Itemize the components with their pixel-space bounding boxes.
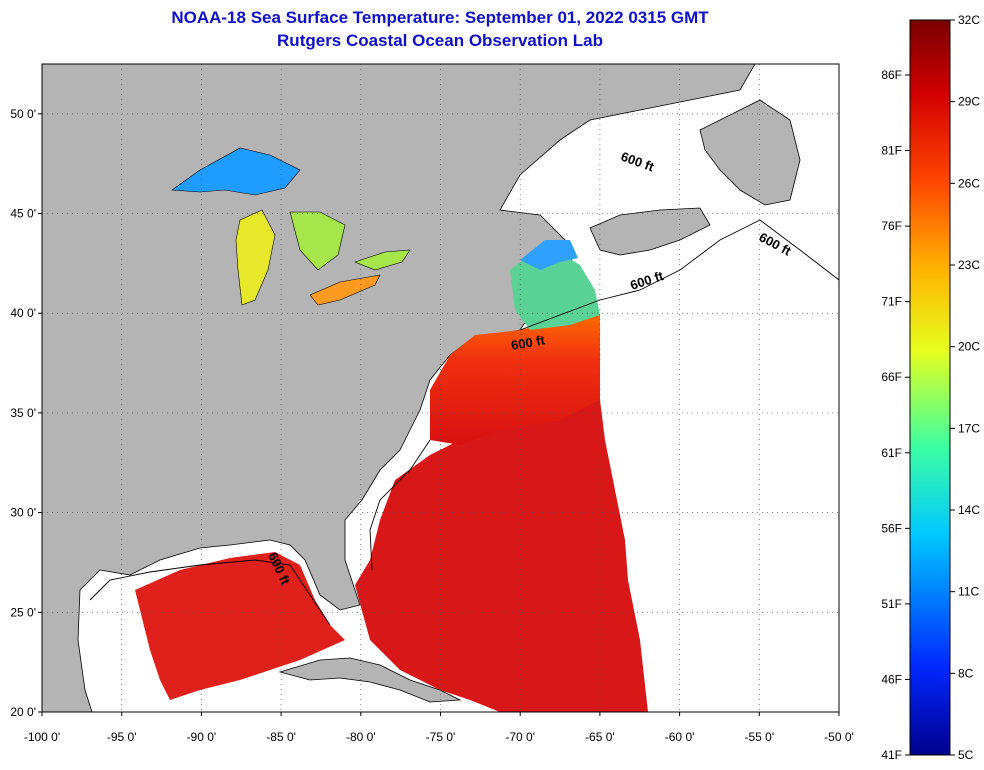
colorbar-celsius-label: 23C xyxy=(958,258,980,272)
lon-tick-label: -50 0' xyxy=(824,730,854,744)
map-title: NOAA-18 Sea Surface Temperature: Septemb… xyxy=(171,8,709,27)
colorbar-fahrenheit-label: 76F xyxy=(881,219,902,233)
colorbar-fahrenheit-label: 56F xyxy=(881,521,902,535)
contour-label: 600 ft xyxy=(510,332,547,353)
lake-erie xyxy=(309,274,381,306)
lon-tick-label: -100 0' xyxy=(24,730,60,744)
land-mass xyxy=(42,64,756,712)
lon-tick-label: -65 0' xyxy=(585,730,615,744)
axes: 20 0' 25 0' 30 0' 35 0' 40 0' 45 0' 50 0' -100 … xyxy=(10,107,853,744)
contour-600ft-atlantic xyxy=(369,439,431,571)
colorbar-celsius-label: 11C xyxy=(958,585,979,599)
map-subtitle: Rutgers Coastal Ocean Observation Lab xyxy=(277,31,603,50)
colorbar-fahrenheit-label: 66F xyxy=(881,370,902,384)
newfoundland-land xyxy=(699,99,801,206)
colorbar-celsius-label: 32C xyxy=(958,13,980,27)
plot-frame xyxy=(41,63,840,713)
cuba-land xyxy=(278,657,462,703)
lon-tick-label: -95 0' xyxy=(107,730,137,744)
colorbar xyxy=(909,19,951,756)
colorbar-celsius-label: 26C xyxy=(958,176,980,190)
atlantic-sst-south xyxy=(355,400,648,712)
colorbar-fahrenheit-label: 81F xyxy=(881,144,902,158)
atlantic-sst-mid xyxy=(430,315,600,445)
colorbar-celsius-label: 20C xyxy=(958,340,980,354)
contour-600ft-north xyxy=(519,219,839,331)
colorbar-celsius-label: 8C xyxy=(958,666,974,680)
lake-superior xyxy=(171,147,301,196)
gulf-of-maine-sst xyxy=(510,250,600,330)
colorbar-fahrenheit-label: 86F xyxy=(881,68,902,82)
colorbar-celsius-label: 29C xyxy=(958,95,980,109)
lon-tick-label: -60 0' xyxy=(665,730,695,744)
gulf-sst xyxy=(135,552,345,700)
lon-tick-label: -85 0' xyxy=(266,730,296,744)
lat-tick-label: 25 0' xyxy=(10,605,36,619)
lat-tick-label: 30 0' xyxy=(10,506,36,520)
grid xyxy=(42,64,839,712)
lat-tick-label: 50 0' xyxy=(10,107,36,121)
colorbar-fahrenheit-label: 51F xyxy=(881,597,902,611)
colorbar-fahrenheit-label: 61F xyxy=(881,446,902,460)
colorbar-fahrenheit-label: 46F xyxy=(881,672,902,686)
lake-ontario xyxy=(354,249,411,271)
colorbar-celsius-label: 5C xyxy=(958,748,974,762)
lat-tick-label: 35 0' xyxy=(10,406,36,420)
colorbar-fahrenheit-label: 71F xyxy=(881,295,902,309)
colorbar-labels: 32C 29C 26C 23C 20C 17C 14C 11C 8C 5C 86F 81F 76F 71F… xyxy=(881,13,980,762)
lon-tick-label: -80 0' xyxy=(346,730,376,744)
lon-tick-label: -55 0' xyxy=(744,730,774,744)
maine-coast-sst xyxy=(520,240,578,270)
contour-600ft-gulf xyxy=(89,559,331,626)
colorbar-fahrenheit-label: 41F xyxy=(881,748,902,762)
lon-tick-label: -90 0' xyxy=(187,730,217,744)
colorbar-celsius-label: 14C xyxy=(958,503,980,517)
lat-tick-label: 45 0' xyxy=(10,207,36,221)
lat-tick-label: 40 0' xyxy=(10,306,36,320)
lake-huron xyxy=(289,211,346,271)
lon-tick-label: -75 0' xyxy=(426,730,456,744)
lake-michigan xyxy=(235,209,276,306)
lat-tick-label: 20 0' xyxy=(10,705,36,719)
lon-tick-label: -70 0' xyxy=(505,730,535,744)
colorbar-celsius-label: 17C xyxy=(958,421,980,435)
maritimes-land xyxy=(589,207,711,256)
